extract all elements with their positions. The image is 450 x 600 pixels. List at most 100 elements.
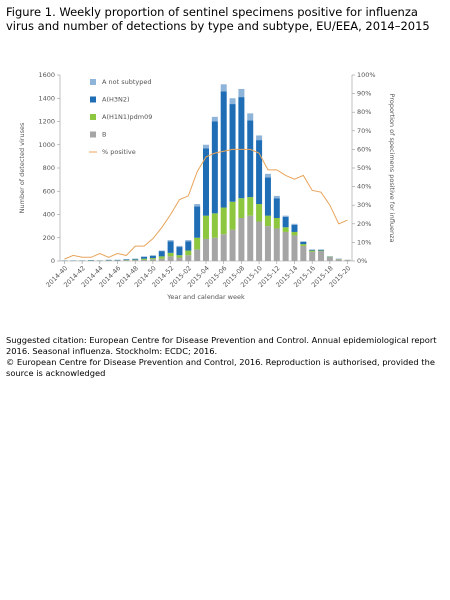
legend-swatch	[90, 79, 96, 85]
bar-segment	[211, 213, 218, 238]
bar-segment	[282, 215, 289, 217]
bar-segment	[247, 113, 254, 121]
bar-segment	[149, 259, 156, 261]
bar-segment	[264, 215, 271, 227]
bar-segment	[229, 201, 236, 230]
bar-segment	[141, 256, 148, 257]
bar-segment	[309, 249, 316, 251]
bar-segment	[291, 224, 298, 232]
x-axis-label: Year and calendar week	[166, 293, 245, 301]
legend-label: A not subtyped	[102, 78, 152, 86]
bar-segment	[238, 88, 245, 98]
bar-segment	[220, 84, 227, 92]
bar-segment	[185, 241, 192, 251]
citation-block: Suggested citation: European Centre for …	[6, 335, 446, 379]
bar-segment	[318, 249, 325, 251]
y-tick-label: 600	[43, 187, 55, 195]
bar-segment	[220, 234, 227, 261]
y2-tick-label: 10%	[357, 238, 371, 246]
bar-segment	[203, 144, 209, 149]
bar-segment	[238, 198, 245, 218]
y-tick-label: 0	[51, 257, 55, 265]
bar-segment	[256, 135, 263, 141]
y2-axis-label: Proportion of specimens positive for inf…	[388, 94, 396, 243]
legend-label: A(H3N2)	[102, 96, 130, 104]
bar-segment	[176, 247, 183, 256]
legend-label: B	[102, 131, 106, 139]
bar-segment	[167, 252, 174, 257]
bar-segment	[149, 258, 156, 260]
bar-segment	[203, 238, 209, 261]
y2-tick-label: 40%	[357, 183, 371, 191]
bar-segment	[256, 221, 263, 261]
bar-segment	[149, 255, 156, 256]
bar-segment	[282, 231, 289, 261]
bar-segment	[273, 195, 280, 199]
y-tick-label: 400	[43, 211, 55, 219]
y2-tick-label: 100%	[357, 71, 376, 79]
bar-segment	[176, 255, 183, 258]
bar-segment	[318, 249, 325, 250]
chart: 0 200 400 600 800 1000 1200 1400 1600 0% 10% 20% 30%…	[18, 71, 396, 301]
bar-segment	[309, 249, 316, 250]
legend-label: % positive	[102, 148, 136, 156]
bar-segment	[229, 229, 236, 261]
bar-segment	[158, 258, 165, 261]
y2-tick-label: 80%	[357, 108, 371, 116]
bar-segment	[203, 148, 209, 216]
legend-swatch	[90, 114, 96, 120]
bar-segment	[229, 98, 236, 105]
bar-segment	[256, 204, 263, 222]
bar-segment	[185, 255, 192, 261]
bar-segment	[264, 173, 271, 178]
bar-segment	[149, 255, 156, 259]
bar-segment	[273, 228, 280, 261]
line	[64, 148, 348, 260]
bar-segment	[264, 226, 271, 261]
bar-segment	[300, 241, 307, 245]
y2-tick-label: 30%	[357, 201, 371, 209]
bar-segment	[300, 244, 307, 246]
bar-segment	[300, 245, 307, 261]
bar-segment	[318, 251, 325, 261]
bar-segment	[123, 259, 130, 261]
legend-swatch	[90, 131, 96, 138]
bar-segment	[291, 223, 298, 225]
bar-segment	[238, 97, 245, 199]
bar-segment	[123, 260, 130, 261]
bar-segment	[238, 217, 245, 261]
bar-segment	[194, 204, 201, 207]
bar-segment	[247, 120, 254, 198]
bar-segment	[309, 250, 316, 252]
y-tick-label: 200	[43, 234, 55, 242]
bar-segment	[158, 251, 165, 257]
bar-segment	[273, 217, 280, 229]
bar-segment	[194, 237, 201, 250]
y2-tick-label: 70%	[357, 127, 371, 135]
bar-segment	[309, 251, 316, 261]
bar-segment	[318, 250, 325, 252]
y2-tick-label: 0%	[357, 257, 367, 265]
bar-segment	[300, 241, 307, 242]
bar-segment	[273, 198, 280, 218]
y2-tick-label: 60%	[357, 145, 371, 153]
bar-segment	[141, 256, 148, 259]
bar-segment	[203, 215, 209, 239]
bar-segment	[220, 207, 227, 235]
citation: Suggested citation: European Centre for …	[6, 335, 437, 356]
y-tick-label: 800	[43, 164, 55, 172]
bar-segment	[335, 259, 342, 261]
chart-title: Figure 1. Weekly proportion of sentinel …	[6, 5, 430, 33]
bar-segment	[247, 197, 254, 216]
bar-segment	[158, 250, 165, 252]
bar-segment	[282, 227, 289, 232]
y2-tick-label: 90%	[357, 90, 371, 98]
bar-segment	[132, 258, 139, 260]
legend-swatch	[90, 96, 96, 103]
bar-segment	[291, 231, 298, 236]
bar-segment	[176, 257, 183, 261]
bar-segment	[264, 177, 271, 216]
bar-segment	[229, 104, 236, 202]
legend-label: A(H1N1)pdm09	[102, 113, 152, 121]
